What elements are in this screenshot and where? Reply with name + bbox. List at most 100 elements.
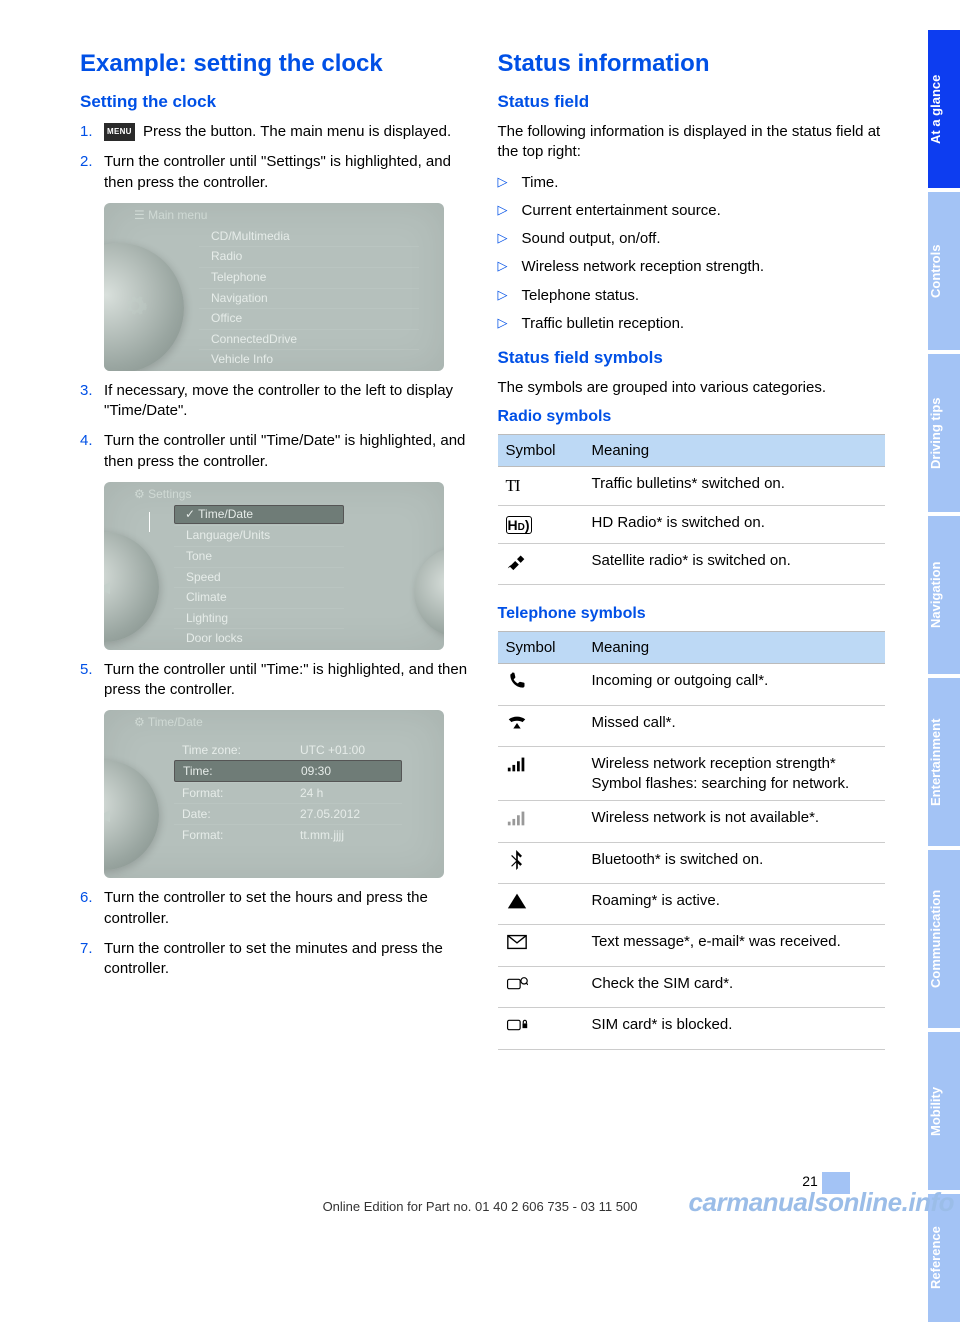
screenshot-main-menu: ☰ Main menu CD/MultimediaRadioTelephoneN…	[104, 203, 444, 371]
section-tab[interactable]: Driving tips	[928, 354, 960, 512]
step-2: 2. Turn the controller until "Settings" …	[80, 152, 468, 193]
idrive-dial-icon	[104, 243, 184, 371]
step-number: 4.	[80, 431, 104, 472]
heading-status-info: Status information	[498, 50, 886, 78]
menu-item: Door locks	[174, 628, 344, 649]
table-row: Text message*, e-mail* was re­ceived.	[498, 925, 886, 966]
idrive-dial-right-icon	[414, 547, 444, 637]
table-header: Symbol	[498, 435, 584, 467]
step-4: 4. Turn the controller until "Time/Date"…	[80, 431, 468, 472]
idrive-dial-icon	[104, 760, 159, 870]
symbol-meaning: Text message*, e-mail* was re­ceived.	[584, 925, 886, 966]
section-tab[interactable]: Controls	[928, 192, 960, 350]
menu-item: Telephone	[199, 267, 419, 288]
status-field-intro: The following information is displayed i…	[498, 122, 886, 163]
symbol-icon	[498, 664, 584, 705]
grid-row: Date:27.05.2012	[174, 803, 402, 824]
symbol-meaning: Satellite radio* is switched on.	[584, 544, 886, 585]
step-1: 1. MENU Press the button. The main menu …	[80, 122, 468, 142]
symbol-meaning: Bluetooth* is switched on.	[584, 842, 886, 883]
symbol-icon	[498, 883, 584, 924]
table-row: Incoming or outgoing call*.	[498, 664, 886, 705]
section-tab[interactable]: Mobility	[928, 1032, 960, 1190]
symbol-meaning: Roaming* is active.	[584, 883, 886, 924]
table-header: Meaning	[584, 632, 886, 664]
symbol-icon: TI	[498, 467, 584, 505]
symbol-meaning: Missed call*.	[584, 705, 886, 746]
menu-item: Office	[199, 308, 419, 329]
bullet-item: Time.	[498, 173, 886, 193]
step-number: 2.	[80, 152, 104, 193]
page: Example: setting the clock Setting the c…	[0, 0, 960, 1222]
symbol-meaning: HD Radio* is switched on.	[584, 505, 886, 543]
steps-list: 3. If necessary, move the controller to …	[80, 381, 468, 472]
symbol-meaning: Wireless network is not available*.	[584, 801, 886, 842]
menu-item: ✓ Time/Date	[174, 505, 344, 525]
idrive-dial-icon	[104, 532, 159, 642]
bullet-item: Telephone status.	[498, 286, 886, 306]
menu-item: Language/Units	[174, 525, 344, 546]
table-row: Bluetooth* is switched on.	[498, 842, 886, 883]
screen-title: ⚙ Settings	[104, 482, 444, 505]
heading-telephone-symbols: Telephone symbols	[498, 605, 886, 623]
heading-status-symbols: Status field symbols	[498, 348, 886, 368]
table-row: Wireless network is not available*.	[498, 801, 886, 842]
table-header: Symbol	[498, 632, 584, 664]
symbol-icon: HD)	[498, 505, 584, 543]
menu-item: ConnectedDrive	[199, 329, 419, 350]
menu-item: CD/Multimedia	[199, 227, 419, 247]
right-column: Status information Status field The foll…	[498, 50, 886, 1070]
symbol-icon	[498, 747, 584, 801]
menu-item: Tone	[174, 546, 344, 567]
symbol-icon	[498, 544, 584, 585]
section-tabs: At a glance Controls Driving tips Navigatio…	[928, 30, 960, 1326]
step-text: Turn the controller to set the hours and…	[104, 888, 468, 929]
settings-grid: Time zone:UTC +01:00Time:09:30Format:24 …	[174, 740, 402, 845]
symbol-meaning: SIM card* is blocked.	[584, 1008, 886, 1049]
screen-title: ⚙ Time/Date	[104, 710, 444, 733]
menu-list: ✓ Time/DateLanguage/UnitsToneSpeedClimat…	[174, 504, 344, 649]
section-tab[interactable]: At a glance	[928, 30, 960, 188]
step-1-text: Press the button. The main menu is displ…	[143, 123, 451, 140]
bullet-item: Wireless network reception strength.	[498, 257, 886, 277]
menu-item: Climate	[174, 587, 344, 608]
bullet-item: Sound output, on/off.	[498, 229, 886, 249]
symbol-icon	[498, 925, 584, 966]
symbol-meaning: Check the SIM card*.	[584, 966, 886, 1007]
table-row: Satellite radio* is switched on.	[498, 544, 886, 585]
step-text: If necessary, move the controller to the…	[104, 381, 468, 422]
heading-setting-clock: Setting the clock	[80, 92, 468, 112]
section-tab[interactable]: Communication	[928, 850, 960, 1028]
step-text: Turn the controller to set the minutes a…	[104, 939, 468, 980]
symbols-intro: The symbols are grouped into various cat…	[498, 378, 886, 398]
menu-item: Navigation	[199, 288, 419, 309]
grid-row: Time:09:30	[174, 760, 402, 782]
section-tab[interactable]: Navigation	[928, 516, 960, 674]
bullet-item: Current entertainment source.	[498, 201, 886, 221]
step-number: 3.	[80, 381, 104, 422]
step-6: 6. Turn the controller to set the hours …	[80, 888, 468, 929]
section-tab[interactable]: Entertainment	[928, 678, 960, 846]
table-row: HD)HD Radio* is switched on.	[498, 505, 886, 543]
menu-list: CD/MultimediaRadioTelephoneNavigationOff…	[199, 227, 419, 371]
symbol-icon	[498, 966, 584, 1007]
heading-radio-symbols: Radio symbols	[498, 408, 886, 426]
symbol-icon	[498, 705, 584, 746]
table-row: Roaming* is active.	[498, 883, 886, 924]
symbol-meaning: Wireless network reception strength* Sym…	[584, 747, 886, 801]
step-number: 5.	[80, 660, 104, 701]
symbol-meaning: Traffic bulletins* switched on.	[584, 467, 886, 505]
symbol-icon	[498, 842, 584, 883]
grid-row: Format:24 h	[174, 782, 402, 803]
step-3: 3. If necessary, move the controller to …	[80, 381, 468, 422]
table-row: TITraffic bulletins* switched on.	[498, 467, 886, 505]
symbol-icon	[498, 1008, 584, 1049]
callout-line	[149, 512, 150, 532]
table-row: Wireless network reception strength* Sym…	[498, 747, 886, 801]
step-7: 7. Turn the controller to set the minute…	[80, 939, 468, 980]
step-5: 5. Turn the controller until "Time:" is …	[80, 660, 468, 701]
step-number: 1.	[80, 122, 104, 142]
screenshot-settings: ⚙ Settings ✓ Time/DateLanguage/UnitsTone…	[104, 482, 444, 650]
status-bullets: Time. Current entertainment source. Sound …	[498, 173, 886, 335]
symbol-icon	[498, 801, 584, 842]
